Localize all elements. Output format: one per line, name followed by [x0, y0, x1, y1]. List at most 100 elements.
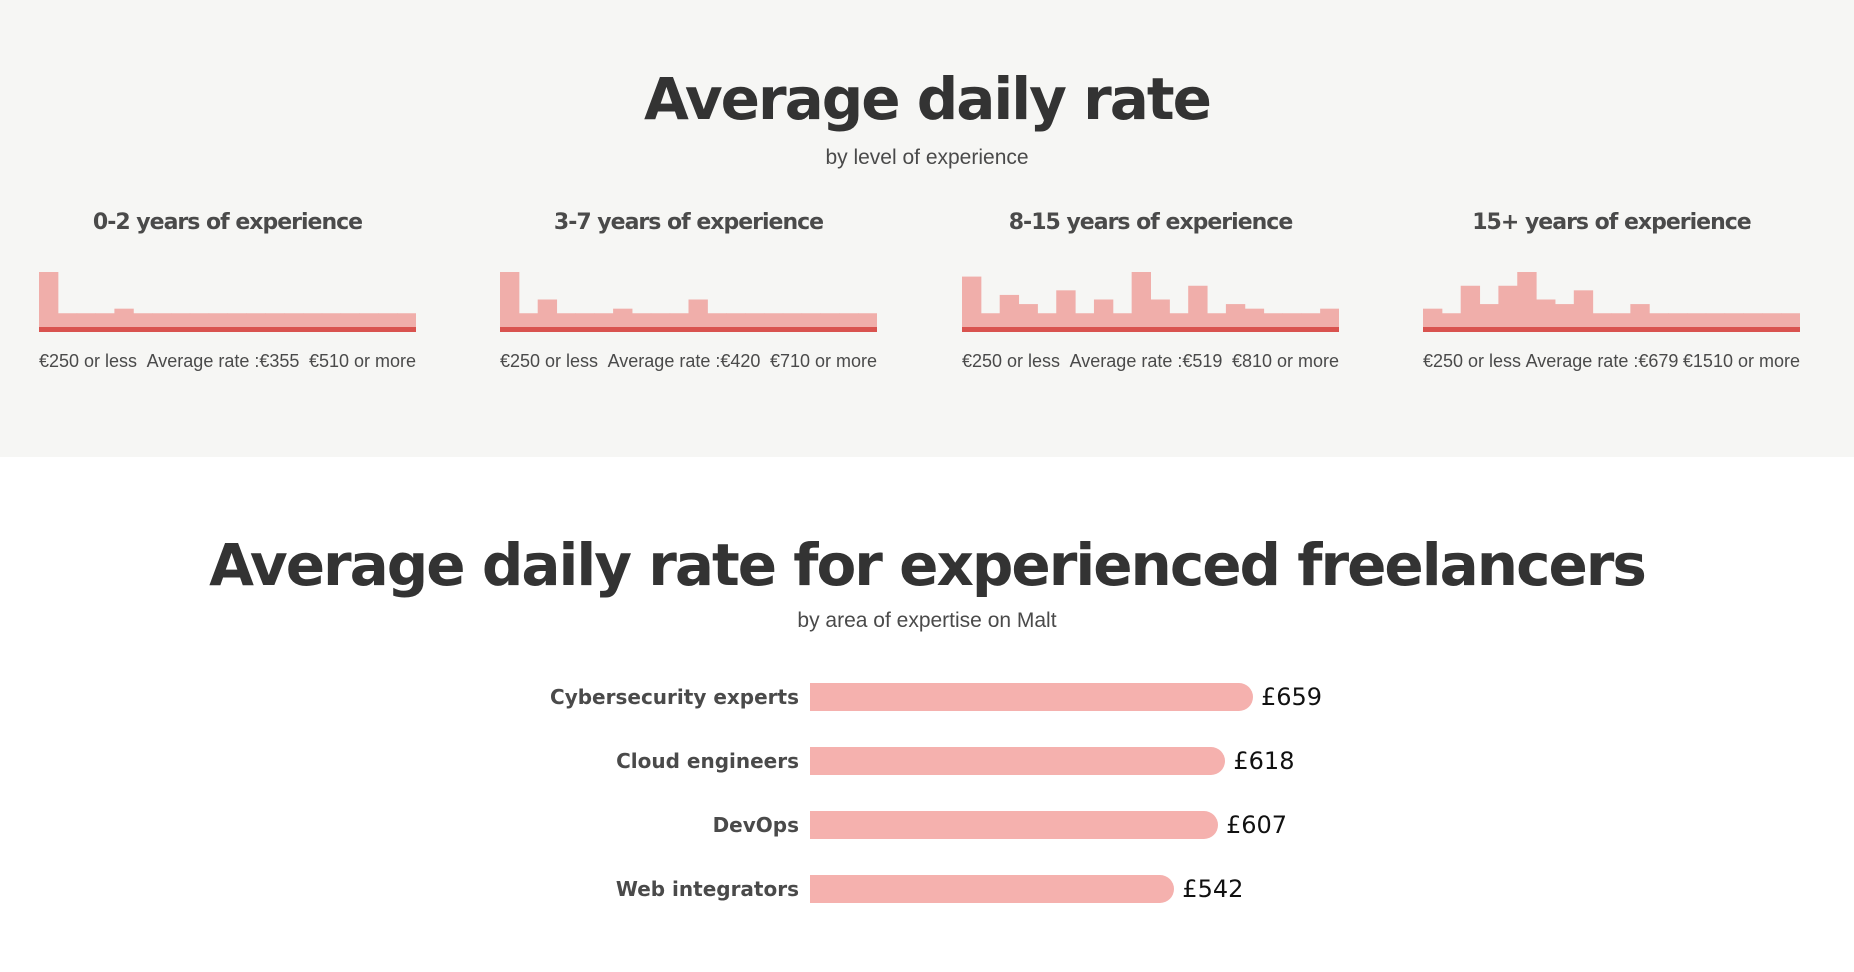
- histogram-bar: [1649, 313, 1669, 327]
- histogram-bar: [1423, 308, 1443, 327]
- histogram-axis-labels: €250 or less Average rate :€420 €710 or …: [500, 350, 877, 372]
- histogram-bar: [1479, 304, 1499, 327]
- histogram-bar: [1460, 285, 1481, 327]
- histogram-bar: [152, 313, 172, 327]
- experience-panel-3-7: 3-7 years of experience €250 or less Ave…: [500, 200, 877, 380]
- histogram-bar: [246, 313, 266, 327]
- histogram-svg: [962, 272, 1339, 332]
- histogram-bar: [518, 313, 539, 327]
- histogram-bar: [1056, 290, 1076, 327]
- min-rate-label: €250 or less: [39, 350, 138, 371]
- expertise-label: Cloud engineers: [616, 749, 799, 773]
- average-rate-label: Average rate :€420: [607, 350, 761, 371]
- histogram-bar: [57, 313, 78, 327]
- histogram-bar: [999, 294, 1020, 327]
- histogram-bar: [1150, 299, 1170, 327]
- histogram-bar: [189, 313, 210, 327]
- expertise-bar: [810, 811, 1218, 839]
- histogram-bar: [1592, 313, 1612, 327]
- histogram-bar: [284, 313, 304, 327]
- panel-title: 3-7 years of experience: [553, 210, 824, 235]
- expertise-value-label: £618: [1233, 747, 1295, 775]
- histogram-baseline: [39, 327, 416, 332]
- histogram-bar: [1781, 313, 1800, 327]
- histogram-svg: [1423, 272, 1800, 332]
- histogram-axis-labels: €250 or less Average rate :€519 €810 or …: [962, 350, 1339, 372]
- expertise-value-label: £659: [1261, 683, 1323, 711]
- expertise-row: DevOps £607: [0, 811, 1854, 841]
- histogram-bar: [114, 308, 134, 327]
- histogram-bar: [1263, 313, 1283, 327]
- histogram-baseline: [1423, 327, 1800, 332]
- expertise-row: Cybersecurity experts £659: [0, 683, 1854, 713]
- min-rate-label: €250 or less: [962, 350, 1061, 371]
- max-rate-label: €810 or more: [1231, 350, 1339, 371]
- histogram-bar: [1724, 313, 1744, 327]
- expertise-label: DevOps: [712, 813, 799, 837]
- average-rate-label: Average rate :€355: [146, 350, 300, 371]
- histogram-bar: [858, 313, 877, 327]
- expertise-row: Web integrators £542: [0, 875, 1854, 905]
- histogram-bar: [1018, 304, 1038, 327]
- expertise-bar: [810, 875, 1175, 903]
- histogram-bar: [95, 313, 115, 327]
- histogram: [962, 270, 1339, 332]
- expertise-bar: [810, 747, 1226, 775]
- expertise-bar: [810, 683, 1253, 711]
- average-rate-label: Average rate :€679: [1525, 350, 1679, 371]
- histogram-bar: [782, 313, 803, 327]
- histogram-baseline: [962, 327, 1339, 332]
- histogram: [500, 270, 877, 332]
- histogram-bar: [631, 313, 652, 327]
- histogram-bar: [500, 272, 520, 327]
- histogram-bar: [76, 313, 97, 327]
- histogram-bar: [265, 313, 285, 327]
- histogram-bar: [1244, 308, 1265, 327]
- histogram-svg: [500, 272, 877, 332]
- panel-title: 0-2 years of experience: [92, 210, 363, 235]
- expertise-label: Cybersecurity experts: [550, 685, 799, 709]
- histogram-bar: [1131, 272, 1151, 327]
- panel-title: 8-15 years of experience: [1008, 210, 1293, 235]
- section-title: Average daily rate for experienced freel…: [209, 531, 1647, 599]
- experience-section: Average daily rate by level of experienc…: [0, 0, 1854, 457]
- histogram-bar: [1630, 304, 1650, 327]
- histogram-bar: [359, 313, 379, 327]
- histogram-bar: [1169, 313, 1189, 327]
- histogram-bar: [1441, 313, 1462, 327]
- histogram-axis-labels: €250 or less Average rate :€355 €510 or …: [39, 350, 416, 372]
- histogram-bar: [650, 313, 671, 327]
- histogram-bar: [613, 308, 633, 327]
- histogram-bar: [397, 313, 416, 327]
- histogram-bar: [1282, 313, 1302, 327]
- section-subtitle: by area of expertise on Malt: [797, 609, 1057, 632]
- histogram-bar: [340, 313, 360, 327]
- histogram-bar: [1762, 313, 1782, 327]
- experience-panel-8-15: 8-15 years of experience €250 or less Av…: [962, 200, 1339, 380]
- histogram-bar: [962, 276, 982, 327]
- histogram-bar: [688, 299, 708, 327]
- histogram-bar: [208, 313, 228, 327]
- expertise-value-label: £607: [1226, 811, 1288, 839]
- min-rate-label: €250 or less: [1423, 350, 1522, 371]
- histogram-bar: [1743, 313, 1763, 327]
- histogram-bar: [594, 313, 614, 327]
- histogram-bar: [1573, 290, 1594, 327]
- histogram-bar: [1207, 313, 1227, 327]
- histogram-bar: [321, 313, 342, 327]
- max-rate-label: €710 or more: [769, 350, 877, 371]
- histogram-bar: [1301, 313, 1321, 327]
- expertise-row: Cloud engineers £618: [0, 747, 1854, 777]
- histogram-bar: [1075, 313, 1095, 327]
- histogram-bar: [1611, 313, 1631, 327]
- histogram-bar: [1320, 308, 1339, 327]
- histogram-bar: [537, 299, 558, 327]
- max-rate-label: €510 or more: [308, 350, 416, 371]
- histogram-bar: [745, 313, 765, 327]
- histogram-bar: [170, 313, 191, 327]
- experience-panel-15-plus: 15+ years of experience €250 or less Ave…: [1423, 200, 1800, 380]
- histogram-bar: [1225, 304, 1246, 327]
- histogram-bar: [1705, 313, 1726, 327]
- histogram-bar: [1037, 313, 1057, 327]
- histogram-bar: [707, 313, 727, 327]
